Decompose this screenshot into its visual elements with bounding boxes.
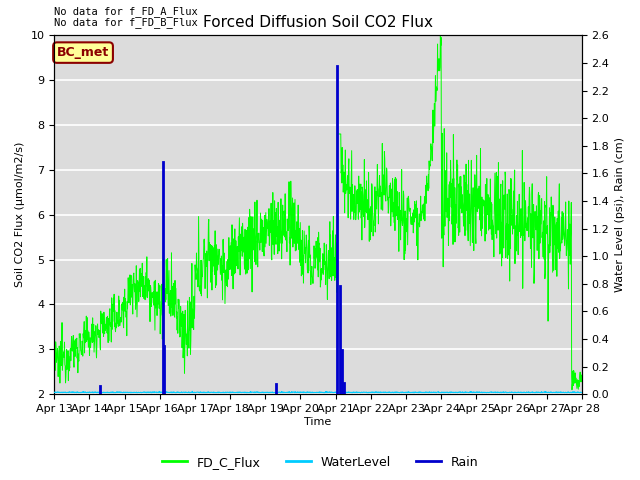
X-axis label: Time: Time <box>305 417 332 427</box>
Legend: FD_C_Flux, WaterLevel, Rain: FD_C_Flux, WaterLevel, Rain <box>157 451 483 474</box>
Y-axis label: Soil CO2 Flux (μmol/m2/s): Soil CO2 Flux (μmol/m2/s) <box>15 142 25 288</box>
Text: BC_met: BC_met <box>57 46 109 59</box>
Y-axis label: Water Level (psi), Rain (cm): Water Level (psi), Rain (cm) <box>615 137 625 292</box>
Title: Forced Diffusion Soil CO2 Flux: Forced Diffusion Soil CO2 Flux <box>203 15 433 30</box>
Text: No data for f_FD_A_Flux: No data for f_FD_A_Flux <box>54 6 198 17</box>
Text: No data for f_FD_B_Flux: No data for f_FD_B_Flux <box>54 17 198 28</box>
